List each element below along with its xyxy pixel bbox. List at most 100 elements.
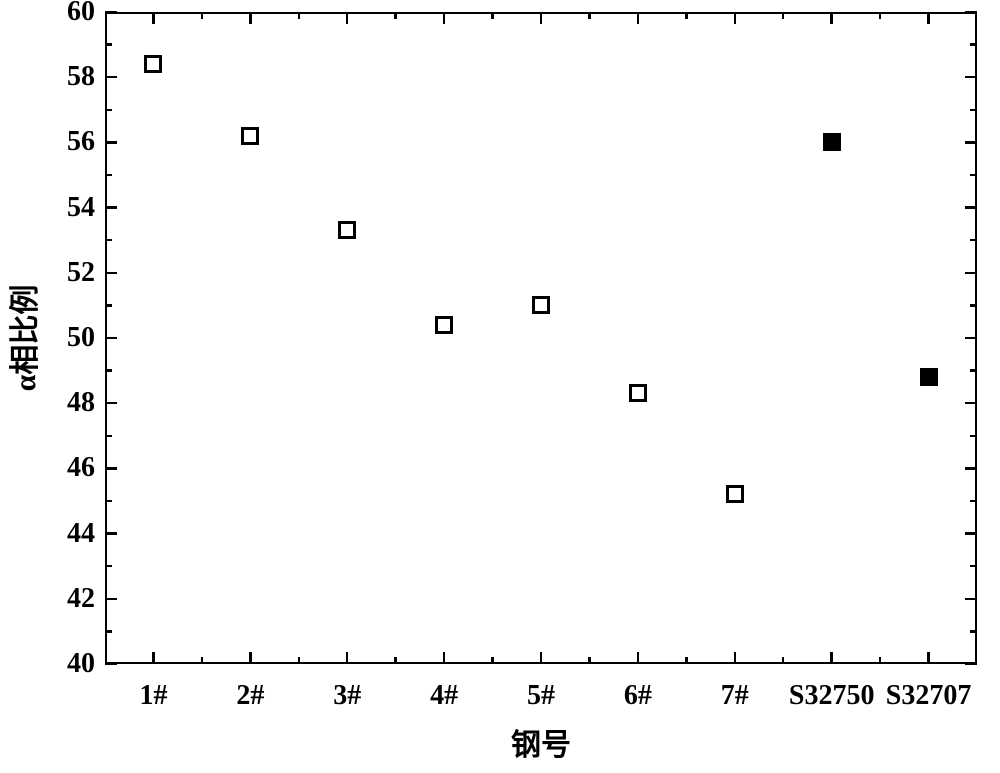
x-tick-major [346,12,349,24]
y-tick-label: 60 [67,0,95,28]
y-tick-major [105,206,117,209]
y-tick-major [105,76,117,79]
y-tick-minor [970,43,977,46]
y-tick-minor [105,109,112,112]
y-tick-minor [105,500,112,503]
data-point [435,316,453,334]
x-tick-label: 7# [721,680,749,712]
y-tick-major [105,532,117,535]
data-point [920,368,938,386]
data-point [726,485,744,503]
y-tick-label: 52 [67,257,95,289]
x-tick-label: 3# [333,680,361,712]
x-axis-title: 钢号 [511,720,571,764]
y-tick-major [965,141,977,144]
y-tick-major [105,402,117,405]
x-tick-minor [394,657,397,664]
y-tick-minor [970,500,977,503]
y-tick-major [105,11,117,14]
y-tick-major [965,272,977,275]
y-tick-minor [970,239,977,242]
y-tick-label: 46 [67,452,95,484]
x-tick-label: 5# [527,680,555,712]
y-tick-major [965,467,977,470]
x-tick-minor [394,12,397,19]
x-tick-major [637,652,640,664]
x-tick-minor [685,12,688,19]
x-tick-minor [782,12,785,19]
y-tick-major [105,598,117,601]
x-tick-label: S32750 [789,680,875,712]
y-tick-minor [105,304,112,307]
x-tick-major [249,652,252,664]
y-tick-minor [105,435,112,438]
x-tick-minor [879,657,882,664]
y-tick-major [965,11,977,14]
y-tick-minor [970,630,977,633]
y-tick-minor [970,565,977,568]
x-tick-minor [491,657,494,664]
x-tick-minor [298,12,301,19]
x-tick-label: 6# [624,680,652,712]
data-point [338,221,356,239]
y-tick-major [105,663,117,666]
y-tick-label: 48 [67,387,95,419]
data-point [629,384,647,402]
y-tick-major [105,141,117,144]
y-tick-minor [970,109,977,112]
y-tick-minor [970,435,977,438]
y-tick-minor [105,369,112,372]
y-tick-major [105,467,117,470]
x-tick-major [637,12,640,24]
y-tick-major [965,337,977,340]
x-tick-label: 2# [236,680,264,712]
y-tick-label: 40 [67,648,95,680]
y-tick-major [965,402,977,405]
x-tick-minor [588,657,591,664]
x-tick-label: 4# [430,680,458,712]
y-tick-major [105,337,117,340]
y-tick-major [965,598,977,601]
x-tick-major [927,652,930,664]
data-point [823,133,841,151]
y-tick-label: 50 [67,322,95,354]
x-tick-minor [201,12,204,19]
data-point [241,127,259,145]
plot-area [105,12,977,664]
x-tick-minor [491,12,494,19]
y-tick-major [965,206,977,209]
x-tick-minor [782,657,785,664]
y-tick-major [965,663,977,666]
y-tick-minor [105,174,112,177]
y-tick-label: 54 [67,192,95,224]
data-point [144,55,162,73]
y-tick-minor [105,630,112,633]
x-tick-major [734,652,737,664]
x-tick-major [540,12,543,24]
y-tick-minor [970,304,977,307]
y-tick-major [965,76,977,79]
x-tick-major [443,652,446,664]
x-tick-major [830,12,833,24]
y-tick-label: 56 [67,126,95,158]
x-tick-major [927,12,930,24]
x-tick-major [152,12,155,24]
y-tick-major [105,272,117,275]
y-tick-minor [105,565,112,568]
y-tick-label: 44 [67,518,95,550]
x-tick-major [830,652,833,664]
x-tick-label: 1# [139,680,167,712]
x-tick-minor [879,12,882,19]
y-tick-minor [970,369,977,372]
y-tick-minor [105,239,112,242]
y-tick-major [965,532,977,535]
x-tick-minor [685,657,688,664]
y-tick-label: 58 [67,61,95,93]
x-tick-minor [588,12,591,19]
x-tick-label: S32707 [886,680,972,712]
x-tick-major [443,12,446,24]
x-tick-minor [298,657,301,664]
x-tick-minor [201,657,204,664]
y-tick-minor [970,174,977,177]
chart-container: α相比例 钢号 40424446485052545658601#2#3#4#5#… [0,0,1000,773]
